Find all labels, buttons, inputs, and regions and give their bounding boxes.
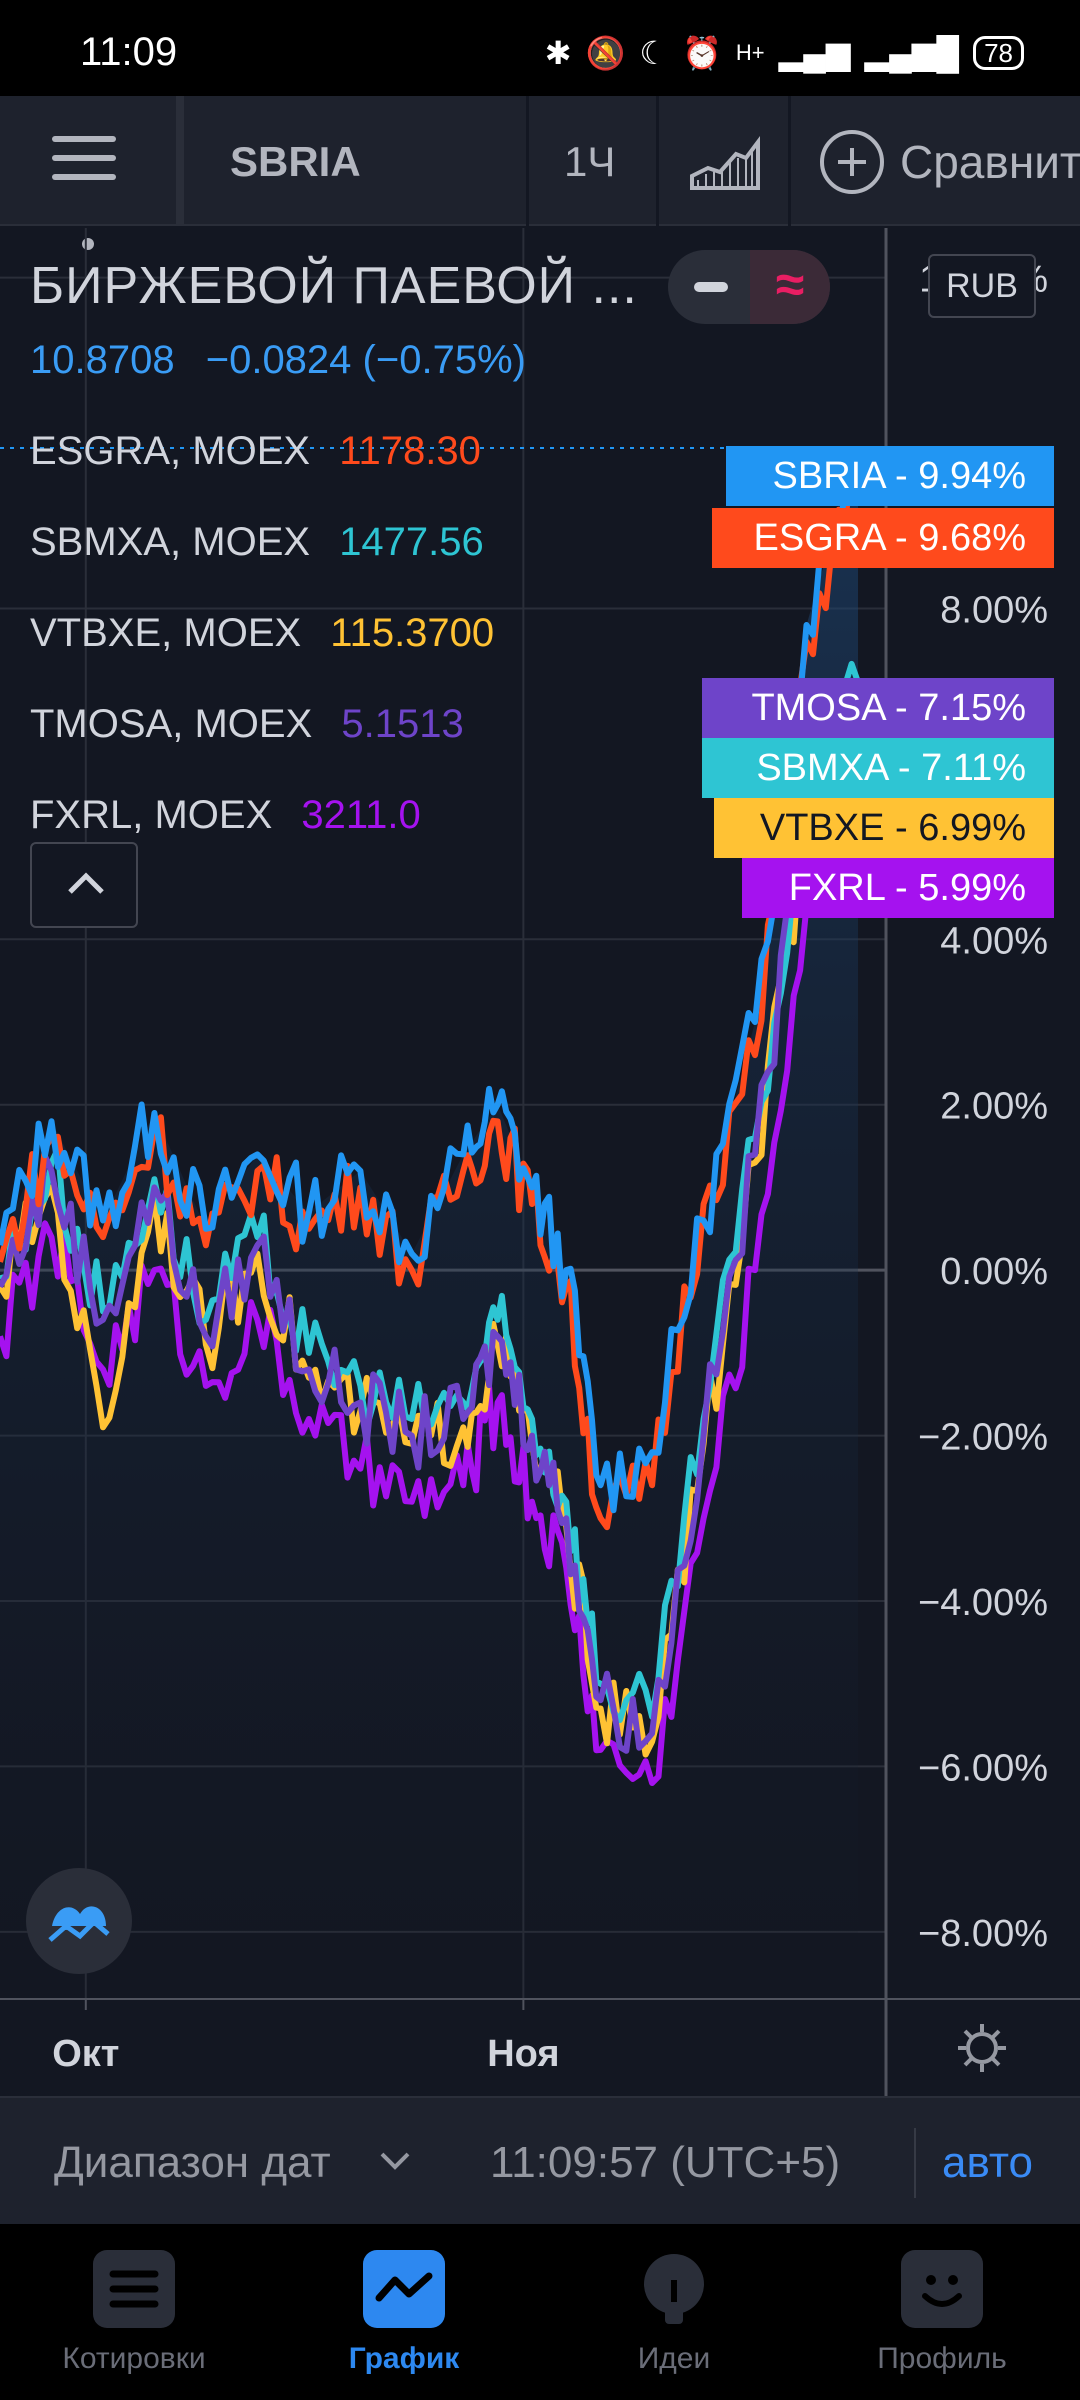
legend-symbol: VTBXE, MOEX: [30, 611, 302, 655]
indicators-button[interactable]: [26, 1868, 132, 1974]
compare-mode-toggle[interactable]: ≈: [668, 250, 830, 324]
badge-tmosa: TMOSA - 7.15%: [702, 678, 1054, 738]
y-tick-label: 4.00%: [940, 920, 1048, 962]
legend-row-vtbxe[interactable]: VTBXE, MOEX 115.3700: [30, 611, 638, 656]
gear-icon[interactable]: [956, 2022, 1008, 2074]
hamburger-icon: [52, 136, 116, 142]
badge-sbria: SBRIA - 9.94%: [726, 446, 1054, 506]
legend-value: 1178.30: [339, 429, 481, 473]
quotes-icon: [93, 2250, 175, 2328]
toolbar-separator: [656, 96, 659, 226]
compare-button[interactable]: Сравнить: [820, 130, 1080, 194]
battery-icon: 78: [973, 36, 1024, 70]
legend-row-fxrl[interactable]: FXRL, MOEX 3211.0: [30, 793, 638, 838]
status-bar: 11:09 ✱ 🔕 ☾ ⏰ H+ ▂▄▆ ▂▄▆█ 78: [0, 0, 1080, 96]
y-tick-label: 0.00%: [940, 1251, 1048, 1293]
date-range-bar: Диапазон дат 11:09:57 (UTC+5) авто: [0, 2096, 1080, 2224]
legend-value: 115.3700: [330, 611, 495, 655]
nav-label: Профиль: [877, 2342, 1007, 2375]
legend-symbol: SBMXA, MOEX: [30, 520, 311, 564]
series-line-tmosa[interactable]: [0, 677, 861, 1754]
bottom-navigation: Котировки График Идеи Профиль: [0, 2224, 1080, 2400]
toolbar-separator: [526, 96, 529, 226]
y-tick-label: −2.00%: [918, 1417, 1048, 1459]
toolbar-separator: [176, 96, 184, 226]
legend-row-sbmxa[interactable]: SBMXA, MOEX 1477.56: [30, 520, 638, 565]
interval-button[interactable]: 1Ч: [564, 138, 616, 185]
legend-value: 1477.56: [339, 520, 484, 564]
series-line-fxrl[interactable]: [0, 774, 861, 1786]
main-price: 10.8708: [30, 338, 175, 382]
nav-profile[interactable]: Профиль: [842, 2250, 1042, 2376]
y-tick-label: −6.00%: [918, 1747, 1048, 1789]
chart-legend: БИРЖЕВОЙ ПАЕВОЙ ... 10.8708 −0.0824 (−0.…: [30, 256, 638, 838]
date-range-button[interactable]: Диапазон дат: [54, 2138, 331, 2187]
instrument-title: БИРЖЕВОЙ ПАЕВОЙ ...: [30, 257, 638, 315]
badge-sbmxa: SBMXA - 7.11%: [702, 738, 1054, 798]
moon-icon: ☾: [639, 35, 669, 71]
alarm-icon: ⏰: [682, 35, 722, 71]
bluetooth-icon: ✱: [544, 35, 572, 71]
collapse-legend-button[interactable]: [30, 842, 138, 928]
series-line-sbria[interactable]: [0, 447, 861, 1514]
badge-esgra: ESGRA - 9.68%: [712, 508, 1054, 568]
plus-circle-icon: [820, 130, 884, 194]
chart-toolbar: SBRIA 1Ч Сравнить: [0, 96, 1080, 250]
chart-area[interactable]: 12.00%8.00%4.00%2.00%0.00%−2.00%−4.00%−6…: [0, 228, 1080, 2000]
menu-button[interactable]: [52, 136, 124, 250]
x-tick-label: Окт: [52, 2033, 119, 2075]
current-time[interactable]: 11:09:57 (UTC+5): [490, 2138, 841, 2187]
signal-icon: ▂▄▆: [778, 35, 851, 71]
main-change: −0.0824 (−0.75%): [205, 338, 526, 382]
x-tick-label: Ноя: [487, 2033, 559, 2075]
profile-icon: [901, 2250, 983, 2328]
y-tick-label: 2.00%: [940, 1086, 1048, 1128]
currency-button[interactable]: RUB: [928, 254, 1036, 318]
nav-chart[interactable]: График: [304, 2250, 504, 2376]
chevron-up-icon: [68, 872, 104, 894]
nav-quotes[interactable]: Котировки: [34, 2250, 234, 2376]
status-icons: ✱ 🔕 ☾ ⏰ H+ ▂▄▆ ▂▄▆█ 78: [545, 34, 1024, 72]
minus-icon[interactable]: [668, 250, 750, 324]
nav-label: Котировки: [62, 2342, 206, 2375]
chevron-down-icon[interactable]: [378, 2150, 412, 2172]
ideas-icon: [633, 2250, 715, 2328]
symbol-button[interactable]: SBRIA: [230, 138, 361, 185]
approx-icon[interactable]: ≈: [750, 250, 830, 324]
time-axis[interactable]: Окт Ноя: [0, 2000, 1080, 2096]
nav-ideas[interactable]: Идеи: [574, 2250, 774, 2376]
status-time: 11:09: [80, 30, 178, 74]
signal-icon-2: ▂▄▆█: [864, 35, 960, 71]
main-price-row: 10.8708 −0.0824 (−0.75%): [30, 338, 638, 383]
chart-icon: [363, 2250, 445, 2328]
legend-symbol: FXRL, MOEX: [30, 793, 273, 837]
auto-scale-button[interactable]: авто: [942, 2138, 1034, 2187]
network-type: H+: [735, 40, 765, 65]
badge-vtbxe: VTBXE - 6.99%: [714, 798, 1054, 858]
badge-fxrl: FXRL - 5.99%: [742, 858, 1054, 918]
legend-symbol: ESGRA, MOEX: [30, 429, 311, 473]
legend-value: 3211.0: [301, 793, 421, 837]
y-tick-label: −8.00%: [918, 1913, 1048, 1955]
legend-symbol: TMOSA, MOEX: [30, 702, 313, 746]
legend-row-esgra[interactable]: ESGRA, MOEX 1178.30: [30, 429, 638, 474]
mute-bell-icon: 🔕: [585, 35, 626, 71]
toolbar-separator: [788, 96, 791, 226]
y-tick-label: −4.00%: [918, 1582, 1048, 1624]
nav-label: График: [348, 2342, 460, 2375]
legend-value: 5.1513: [341, 702, 464, 746]
chart-type-area-icon[interactable]: [690, 132, 760, 192]
separator: [914, 2128, 916, 2198]
nav-label: Идеи: [637, 2342, 711, 2375]
legend-row-tmosa[interactable]: TMOSA, MOEX 5.1513: [30, 702, 638, 747]
indicators-icon: [48, 1906, 110, 1942]
compare-label: Сравнить: [900, 136, 1080, 188]
y-tick-label: 8.00%: [940, 589, 1048, 631]
